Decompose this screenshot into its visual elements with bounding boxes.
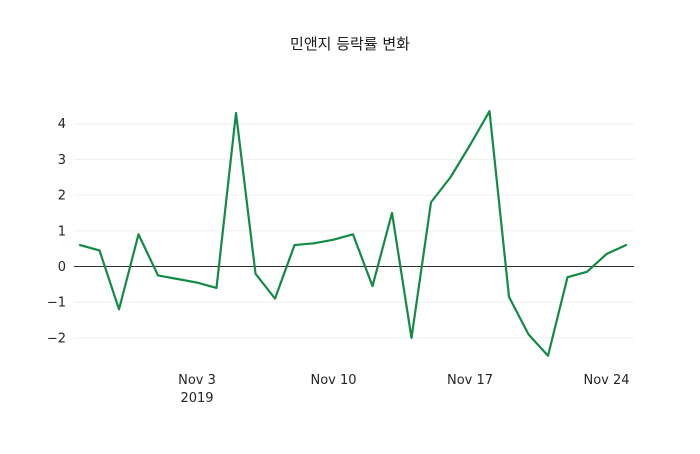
x-tick-label: Nov 17 bbox=[447, 373, 493, 388]
y-tick-label: −1 bbox=[47, 296, 66, 311]
y-tick-label: 2 bbox=[58, 189, 66, 204]
x-tick-sublabel: 2019 bbox=[180, 391, 213, 406]
y-tick-label: 3 bbox=[58, 153, 66, 168]
chart-title: 민앤지 등락률 변화 bbox=[290, 35, 410, 53]
x-tick-label: Nov 24 bbox=[583, 373, 629, 388]
y-tick-label: 0 bbox=[58, 260, 66, 275]
y-tick-label: 1 bbox=[58, 224, 66, 239]
y-tick-label: −2 bbox=[47, 331, 66, 346]
y-tick-label: 4 bbox=[58, 117, 66, 132]
x-tick-label: Nov 10 bbox=[310, 373, 356, 388]
series-line bbox=[78, 110, 628, 357]
x-tick-label: Nov 3 bbox=[178, 373, 216, 388]
